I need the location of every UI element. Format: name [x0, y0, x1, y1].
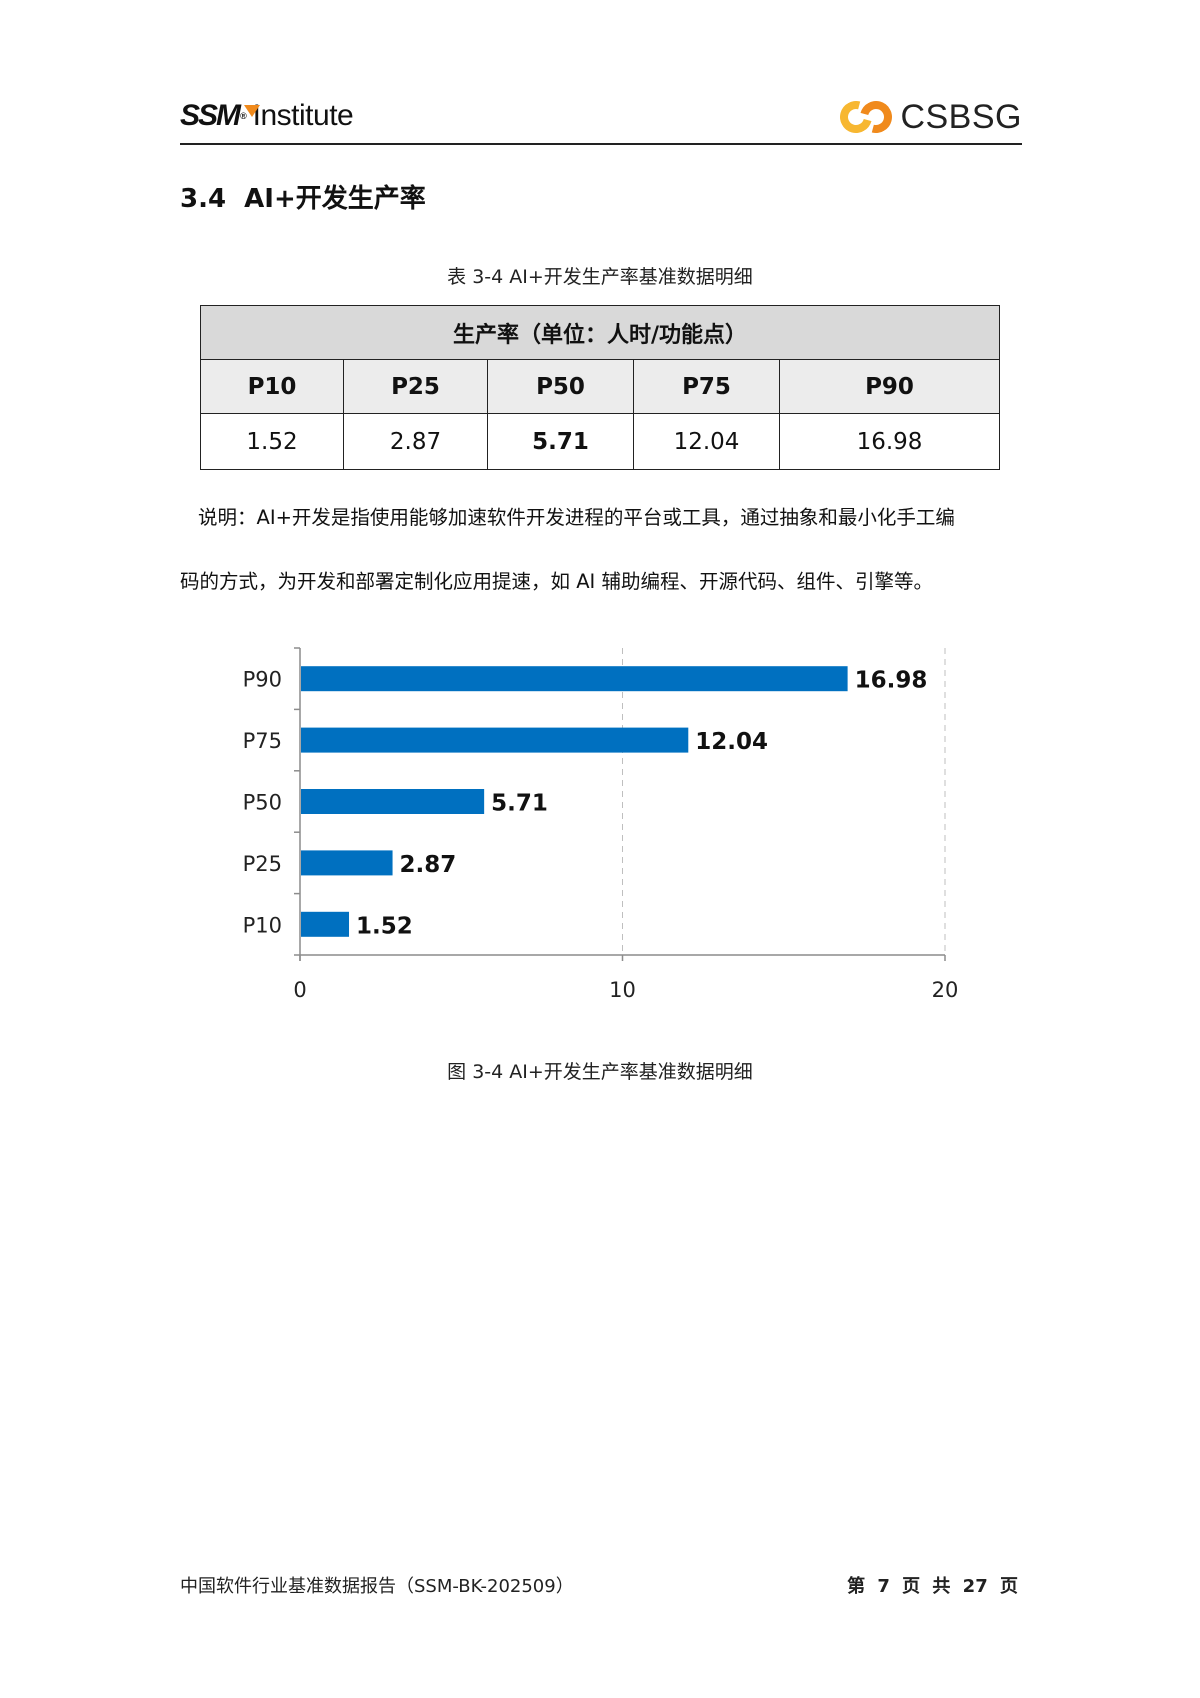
- csbsg-text: CSBSG: [900, 97, 1022, 136]
- header-p75: P75: [633, 359, 780, 414]
- bar-value-label: 1.52: [356, 913, 413, 939]
- bar-value-label: 5.71: [491, 791, 548, 817]
- bar-p75: [301, 727, 689, 753]
- y-category-label: P75: [243, 729, 282, 753]
- institute-text: Institute: [252, 99, 354, 132]
- bar-p50: [301, 789, 485, 814]
- y-category-label: P50: [243, 791, 282, 815]
- interlocked-rings-icon: [834, 95, 899, 139]
- ssm-logo-mark: SSM ®: [180, 99, 260, 132]
- page-number: 第 7 页 共 27 页: [847, 1576, 1018, 1597]
- productivity-table: 生产率（单位：人时/功能点） P10 P25 P50 P75 P90 1.52 …: [200, 305, 1000, 470]
- value-p10: 1.52: [200, 413, 344, 470]
- description-line-2: 码的方式，为开发和部署定制化应用提速，如 AI 辅助编程、开源代码、组件、引擎等…: [180, 570, 933, 593]
- value-p50: 5.71: [487, 413, 634, 470]
- y-category-label: P10: [243, 913, 282, 937]
- bar-p10: [301, 911, 350, 937]
- bar-p25: [301, 850, 393, 876]
- table-title: 生产率（单位：人时/功能点）: [200, 305, 1000, 360]
- header-p10: P10: [200, 359, 344, 414]
- description-line-1: 说明：AI+开发是指使用能够加速软件开发进程的平台或工具，通过抽象和最小化手工编: [198, 506, 955, 529]
- table-caption: 表 3-4 AI+开发生产率基准数据明细: [447, 266, 753, 288]
- x-tick-label: 0: [293, 978, 306, 1002]
- table-header-row: P10 P25 P50 P75 P90: [200, 359, 1000, 414]
- table-row: 1.52 2.87 5.71 12.04 16.98: [200, 413, 1000, 470]
- x-tick-label: 10: [609, 978, 636, 1002]
- header-p50: P50: [487, 359, 634, 414]
- bar-p90: [301, 666, 848, 692]
- page-header: SSM ® Institute CSBSG: [180, 95, 1022, 145]
- registered-mark: ®: [240, 111, 246, 121]
- x-tick-label: 20: [932, 978, 959, 1002]
- orange-triangle-icon: [244, 105, 260, 117]
- y-category-label: P25: [243, 852, 282, 876]
- csbsg-logo: CSBSG: [834, 95, 1022, 139]
- y-category-label: P90: [243, 668, 282, 692]
- ssm-logo-text: SSM: [180, 99, 241, 132]
- value-p25: 2.87: [343, 413, 488, 470]
- value-p75: 12.04: [633, 413, 780, 470]
- bar-value-label: 12.04: [695, 729, 768, 755]
- footer-report-title: 中国软件行业基准数据报告（SSM-BK-202509）: [180, 1576, 574, 1597]
- value-p90: 16.98: [779, 413, 1000, 470]
- header-p90: P90: [779, 359, 1000, 414]
- table-title-row: 生产率（单位：人时/功能点）: [200, 305, 1000, 360]
- bar-value-label: 2.87: [400, 852, 457, 878]
- header-p25: P25: [343, 359, 488, 414]
- ssm-institute-logo: SSM ® Institute: [180, 99, 354, 132]
- figure-caption: 图 3-4 AI+开发生产率基准数据明细: [447, 1061, 753, 1083]
- section-title: 3.4 AI+开发生产率: [180, 184, 426, 214]
- bar-value-label: 16.98: [855, 668, 928, 694]
